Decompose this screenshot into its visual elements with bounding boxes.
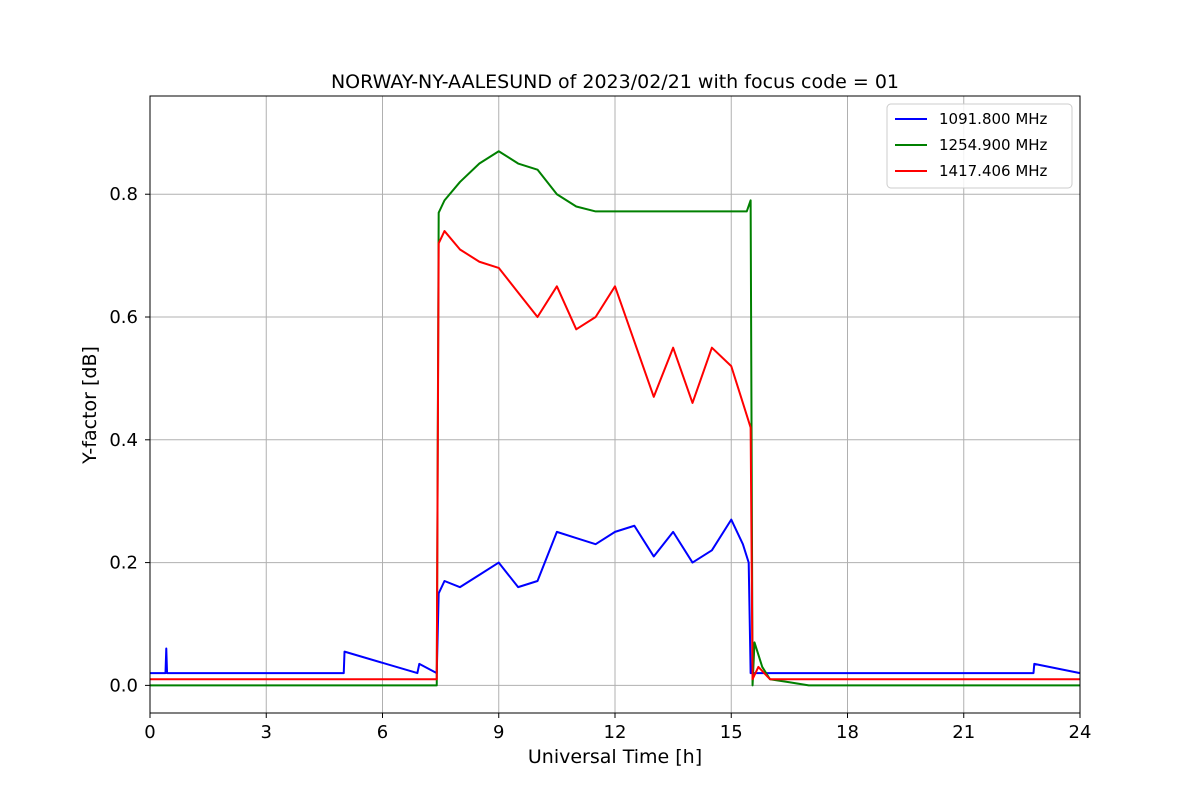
y-tick-label: 0.2 (109, 553, 138, 574)
series-line-1 (150, 518, 1081, 675)
x-tick-label: 9 (493, 722, 504, 743)
y-axis-label: Y-factor [dB] (79, 346, 101, 465)
y-axis: 0.0 0.2 0.4 0.6 0.8 (109, 184, 150, 696)
x-tick-label: 3 (261, 722, 272, 743)
series-line-3 (150, 230, 1080, 681)
y-tick-label: 0.0 (109, 675, 138, 696)
legend-label-3: 1417.406 MHz (939, 162, 1048, 180)
x-axis: 0 3 6 9 12 15 18 21 24 (144, 713, 1091, 743)
x-tick-label: 18 (836, 722, 859, 743)
x-axis-label: Universal Time [h] (528, 746, 702, 768)
y-tick-label: 0.8 (109, 184, 138, 205)
legend: 1091.800 MHz 1254.900 MHz 1417.406 MHz (886, 103, 1073, 189)
chart-title: NORWAY-NY-AALESUND of 2023/02/21 with fo… (331, 71, 899, 93)
legend-box (886, 103, 1073, 189)
legend-label-2: 1254.900 MHz (939, 136, 1048, 154)
series-layer (150, 150, 1081, 687)
x-tick-label: 12 (604, 722, 627, 743)
x-tick-label: 24 (1069, 722, 1092, 743)
y-tick-label: 0.6 (109, 307, 138, 328)
x-tick-label: 21 (952, 722, 975, 743)
x-tick-label: 6 (377, 722, 388, 743)
legend-label-1: 1091.800 MHz (939, 110, 1048, 128)
x-tick-label: 15 (720, 722, 743, 743)
x-tick-label: 0 (144, 722, 155, 743)
y-tick-label: 0.4 (109, 430, 138, 451)
